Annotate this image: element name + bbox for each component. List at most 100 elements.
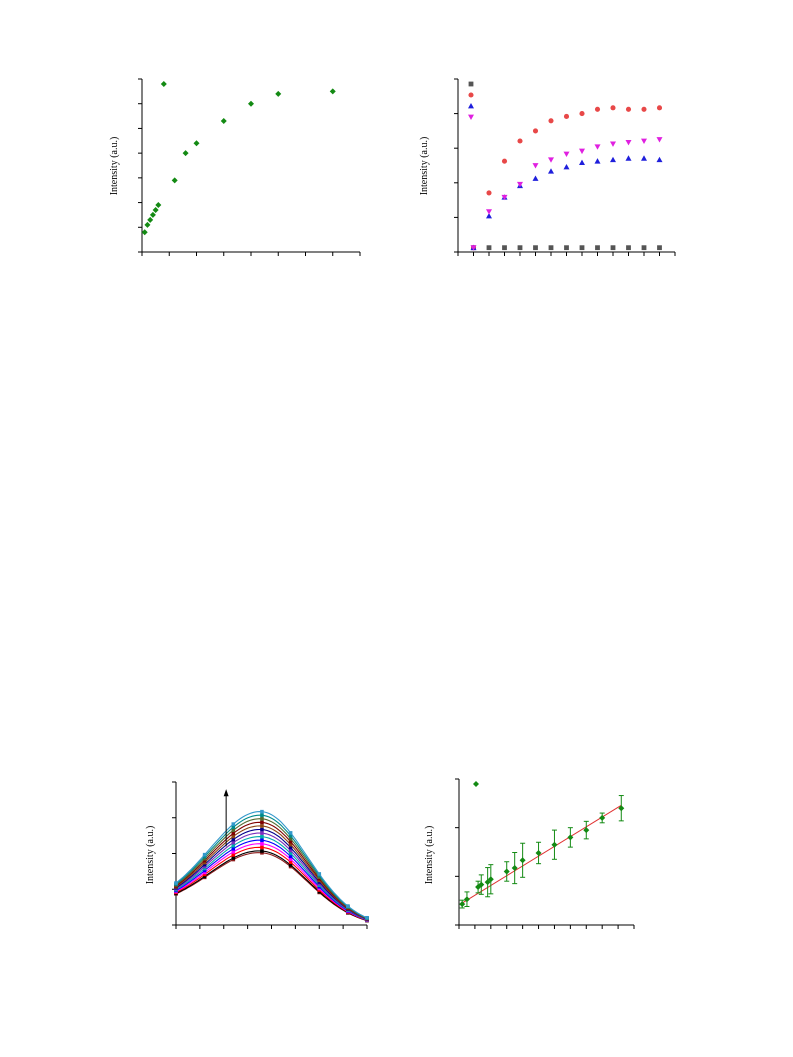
plot-b-series-3-point (517, 181, 523, 188)
plot-a-series-0-point (182, 150, 189, 157)
plot-b-series-1-point (610, 105, 616, 111)
plot-b-series-2-point (563, 163, 570, 170)
plot-b-series-2-point (579, 159, 585, 166)
plot-b-series-1-point (563, 113, 570, 120)
plot-d-legend-marker-0 (473, 781, 479, 787)
plot-b-series-2-point (548, 168, 554, 174)
plot-a-ylabel: Intensity (a.u.) (109, 137, 120, 196)
plot-c-spectrum-8-point (202, 860, 207, 865)
plot-c-spectrum-8-point (288, 842, 293, 847)
plot-b-series-3-point (641, 138, 647, 144)
plot-b-series-0-point (502, 245, 507, 251)
plot-b-series-0-point (626, 245, 631, 251)
plot-c-spectrum-9-point (260, 820, 264, 825)
plot-c-spectrum-3 (175, 843, 368, 921)
plot-c-spectrum-11 (175, 814, 368, 919)
plot-c-spectrum-1-point (231, 856, 236, 860)
plot-b-series-0-point (579, 245, 585, 251)
plot-b-series-3-point (610, 141, 616, 147)
plot-c-spectrum-5-point (288, 851, 293, 856)
plot-b-series-1-point (486, 190, 492, 196)
plot-b-legend-marker-1 (468, 92, 474, 98)
plot-a-series-0-point (144, 221, 151, 228)
plot-b-series-1-point (656, 105, 663, 111)
plot-c-spectrum-2-point (231, 853, 236, 857)
plot-a-series-0-point (149, 211, 156, 218)
plot-c-spectrum-3-point (202, 870, 207, 875)
plot-c-spectrum-4-point (202, 868, 207, 873)
plot-b-series-1-point (532, 128, 539, 134)
plot-b-series-0-point (517, 245, 523, 251)
plot-b-legend-marker-3 (468, 114, 474, 120)
plot-c-spectrum-1-point (202, 874, 207, 879)
plot-c-spectrum-7-point (288, 845, 293, 850)
plot-d-series-0-point (618, 805, 625, 812)
plot-b-series-0-point (564, 245, 569, 251)
plot-a-series-0-point (155, 202, 162, 209)
plot-b-series-2-point (656, 156, 663, 163)
plot-b-series-0-point (641, 245, 647, 251)
plot-a-series-0-point (220, 118, 227, 125)
plot-c: Intensity (a.u.) (145, 781, 369, 929)
plot-b-series-0-point (610, 245, 616, 251)
plot-d-series-0-point (463, 896, 470, 903)
plot-b-series-0-point (595, 245, 600, 251)
plot-b-series-2-point (610, 156, 616, 163)
plot-b-series-2-point (641, 155, 647, 161)
plot-a: Intensity (a.u.) (109, 78, 361, 256)
plot-b-series-3-point (486, 209, 492, 215)
plot-b-series-3-point (548, 157, 554, 163)
plot-c-spectrum-7 (175, 828, 368, 920)
plot-c-spectrum-10-point (202, 856, 207, 861)
plot-b-series-3-point (501, 194, 508, 201)
plot-b-legend-marker-0 (468, 81, 474, 87)
plot-a-series-0-point (329, 88, 336, 95)
plot-c-spectrum-9 (175, 821, 368, 920)
plot-c-spectrum-1-point (288, 863, 293, 867)
plot-b-series-0-point (657, 245, 662, 251)
plot-c-spectrum-1 (175, 850, 368, 922)
plot-d-series-0-point (519, 857, 526, 864)
plot-c-spectrum-5-point (231, 843, 236, 848)
plot-b-series-3-point (625, 140, 632, 146)
plot-b-series-3-point (579, 148, 585, 155)
plot-b-series-1-point (517, 138, 523, 144)
plot-c-spectrum-2 (175, 846, 368, 921)
plot-a-series-0-point (141, 229, 148, 236)
plot-c-spectrum-6-point (288, 848, 293, 853)
plot-b-series-1-point (594, 106, 601, 112)
plot-b-series-1-point (641, 106, 647, 112)
plot-a-series-0-point (152, 206, 159, 213)
plot-c-spectrum-11-point (260, 813, 264, 818)
plot-c-spectrum-2-point (288, 860, 293, 864)
plot-d-series-0-point (503, 868, 510, 875)
plot-c-spectrum-12-point (317, 872, 322, 876)
plot-c-spectrum-11-point (288, 834, 293, 838)
plot-c-spectrum-12-point (260, 809, 264, 814)
plot-c-spectrum-3-point (260, 842, 264, 846)
plot-b-legend-marker-2 (468, 103, 474, 109)
plot-c-spectrum-10-point (288, 836, 293, 841)
plot-c-spectrum-12-point (365, 915, 369, 920)
plot-c-spectrum-10-point (231, 828, 236, 833)
plot-c-spectrum-7-point (260, 827, 264, 832)
plot-b-series-1-point (548, 118, 554, 124)
plot-c-ylabel: Intensity (a.u.) (145, 826, 156, 885)
plot-c-spectrum-12-point (288, 831, 293, 835)
plot-d-series-0-point (583, 827, 590, 834)
plot-c-spectrum-9-point (231, 831, 236, 836)
plot-c-spectrum-8-point (260, 824, 264, 828)
plot-c-spectrum-5-point (260, 834, 264, 839)
plot-c-spectrum-8-point (231, 834, 236, 839)
plot-c-spectrum-5-point (202, 866, 207, 871)
plot-c-spectrum-6-point (260, 831, 264, 835)
plot-c-spectrum-8 (175, 825, 368, 920)
plot-b-series-3-point (563, 151, 570, 157)
plot-d-series-0-point (567, 834, 574, 841)
plot-b-series-2-point (625, 155, 632, 161)
plot-d-series-0-point (484, 879, 491, 886)
plot-c-spectrum-10-point (260, 817, 264, 821)
plot-c-spectrum-2-point (202, 872, 207, 877)
plot-c-spectrum-6 (175, 832, 368, 920)
plot-c-spectrum-9-point (288, 839, 293, 844)
